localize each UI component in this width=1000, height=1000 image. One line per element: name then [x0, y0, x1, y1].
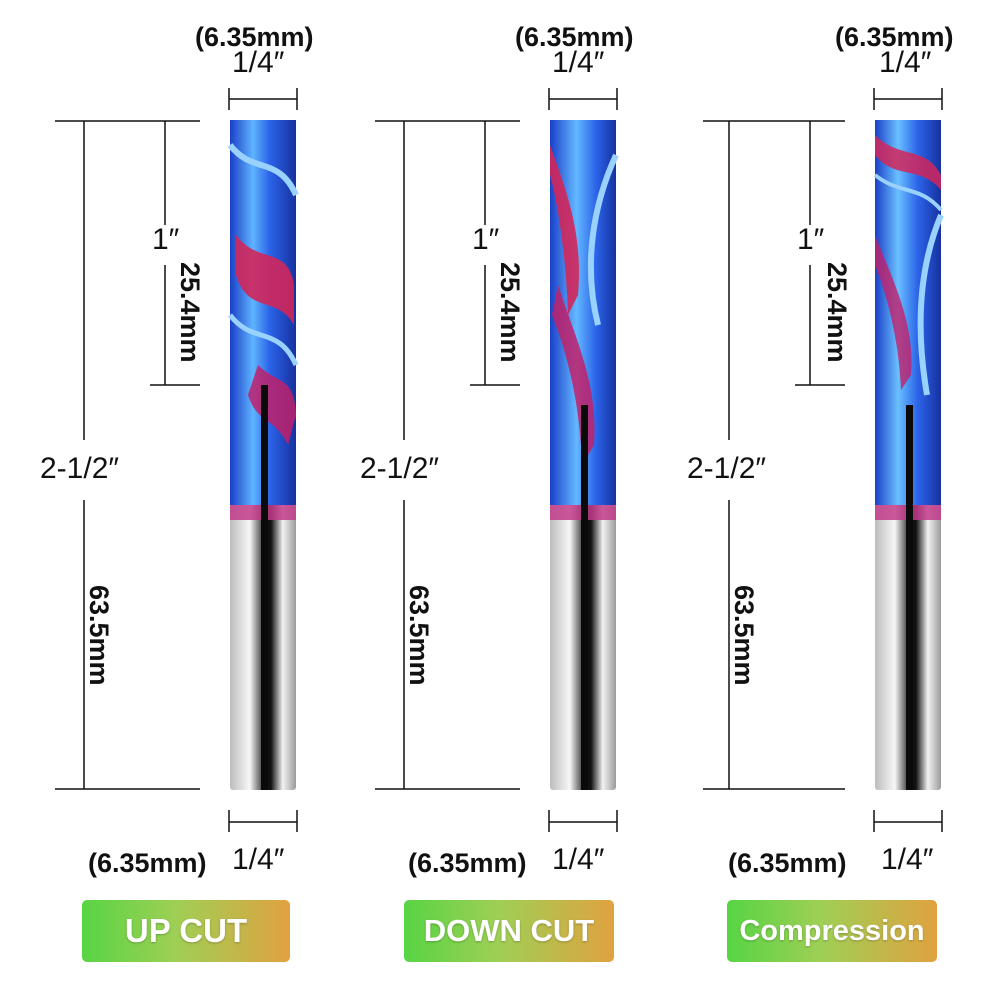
overall-length-mm-label: 63.5mm	[404, 585, 434, 686]
overall-length-inch-label: 2-1/2″	[360, 452, 439, 485]
bottom-diameter-mm-label: (6.35mm)	[88, 848, 207, 878]
top-diameter-mm-label: (6.35mm)	[195, 22, 314, 52]
bit-panel-compression: (6.35mm) 1/4″ 1″ 25.4mm 2-1/2″ 63.5mm (6…	[645, 0, 975, 1000]
cut-length-inch-label: 1″	[797, 223, 825, 256]
bottom-diameter-inch-label: 1/4″	[552, 843, 605, 876]
overall-length-inch-label: 2-1/2″	[40, 452, 119, 485]
cut-length-inch-label: 1″	[152, 223, 180, 256]
overall-length-inch-label: 2-1/2″	[687, 452, 766, 485]
top-diameter-inch-label: 1/4″	[232, 46, 285, 79]
cut-length-mm-label: 25.4mm	[822, 262, 852, 363]
cut-length-mm-label: 25.4mm	[495, 262, 525, 363]
cut-type-label: Compression	[727, 900, 937, 962]
bottom-diameter-inch-label: 1/4″	[881, 843, 934, 876]
bottom-diameter-mm-label: (6.35mm)	[728, 848, 847, 878]
top-diameter-inch-label: 1/4″	[552, 46, 605, 79]
dimension-lines	[55, 88, 298, 832]
overall-length-mm-label: 63.5mm	[729, 585, 759, 686]
dimension-lines	[375, 88, 618, 832]
dimension-lines	[703, 88, 943, 832]
cut-length-mm-label: 25.4mm	[175, 262, 205, 363]
top-diameter-mm-label: (6.35mm)	[835, 22, 954, 52]
cut-type-label: UP CUT	[82, 900, 290, 962]
end-mill-bit-image	[873, 120, 944, 790]
bit-panel-up-cut: (6.35mm) 1/4″ 1″ 25.4mm 2-1/2″ 63.5mm (6…	[0, 0, 330, 1000]
end-mill-bit-image	[550, 120, 619, 790]
top-diameter-mm-label: (6.35mm)	[515, 22, 634, 52]
bit-panel-down-cut: (6.35mm) 1/4″ 1″ 25.4mm 2-1/2″ 63.5mm (6…	[320, 0, 650, 1000]
bottom-diameter-inch-label: 1/4″	[232, 843, 285, 876]
bottom-diameter-mm-label: (6.35mm)	[408, 848, 527, 878]
cut-length-inch-label: 1″	[472, 223, 500, 256]
top-diameter-inch-label: 1/4″	[879, 46, 932, 79]
overall-length-mm-label: 63.5mm	[84, 585, 114, 686]
cut-type-label: DOWN CUT	[404, 900, 614, 962]
end-mill-bit-image	[227, 120, 299, 790]
